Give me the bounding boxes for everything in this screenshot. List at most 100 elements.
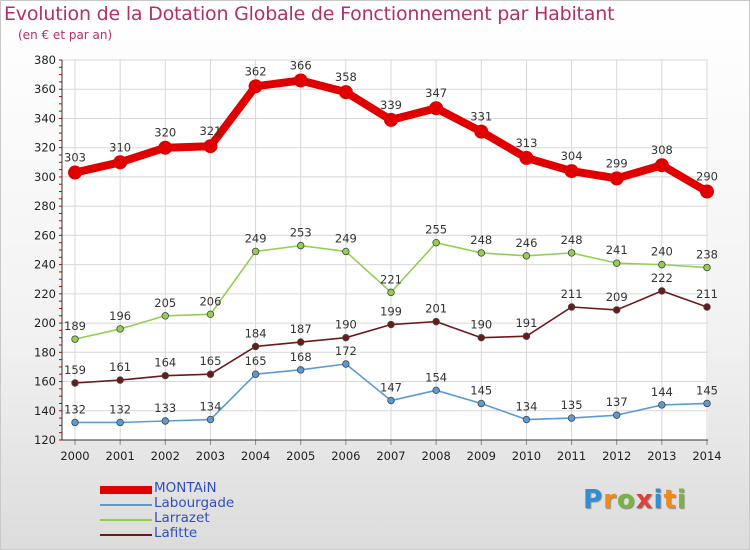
y-tick-label: 120 (34, 433, 56, 447)
data-point-lafitte (567, 303, 576, 311)
data-point-montain (654, 158, 669, 173)
data-point-lafitte (613, 306, 621, 314)
data-label-lafitte: 209 (606, 290, 628, 304)
data-point-larrazet (658, 260, 666, 269)
chart-title: Evolution de la Dotation Globale de Fonc… (4, 3, 615, 25)
x-tick-label: 2010 (512, 449, 541, 463)
data-label-lafitte: 164 (154, 356, 176, 370)
data-label-labourgade: 145 (696, 383, 718, 397)
y-tick-label: 160 (34, 375, 56, 389)
data-label-lafitte: 222 (651, 271, 673, 285)
data-point-montain (564, 164, 579, 179)
data-point-labourgade (297, 366, 305, 374)
x-tick-label: 2005 (286, 449, 315, 463)
data-label-lafitte: 187 (290, 322, 312, 336)
data-point-larrazet (703, 263, 711, 272)
data-point-larrazet (71, 335, 79, 343)
y-tick-label: 340 (34, 111, 56, 125)
logo-letter: o (616, 485, 636, 515)
data-label-montain: 366 (290, 58, 312, 72)
data-point-labourgade (567, 414, 576, 422)
data-label-lafitte: 211 (561, 287, 583, 301)
data-label-labourgade: 137 (606, 395, 628, 409)
legend-swatch (100, 486, 152, 494)
data-label-larrazet: 196 (109, 309, 131, 323)
data-label-labourgade: 145 (470, 383, 492, 397)
legend-label: Labourgade (154, 495, 235, 511)
data-label-labourgade: 134 (199, 400, 221, 414)
y-tick-label: 380 (34, 53, 56, 67)
data-label-lafitte: 165 (199, 354, 221, 368)
data-label-labourgade: 154 (425, 370, 447, 384)
data-label-larrazet: 206 (199, 294, 221, 308)
data-point-labourgade (387, 396, 395, 405)
data-point-labourgade (161, 417, 169, 425)
y-tick-label: 300 (34, 170, 56, 184)
data-label-lafitte: 191 (515, 316, 537, 330)
data-label-montain: 320 (154, 126, 176, 140)
x-tick-label: 2009 (467, 449, 496, 463)
x-tick-label: 2011 (557, 449, 586, 463)
x-tick-label: 2004 (241, 449, 270, 463)
data-point-montain (158, 140, 173, 155)
data-point-larrazet (206, 310, 215, 319)
y-tick-label: 220 (34, 287, 56, 301)
data-label-larrazet: 253 (290, 226, 312, 240)
data-point-montain (203, 139, 218, 154)
legend-item: Larrazet (100, 510, 300, 529)
logo-letter: x (635, 485, 654, 515)
data-point-labourgade (71, 418, 79, 427)
x-tick-label: 2007 (376, 449, 405, 463)
data-label-lafitte: 161 (109, 360, 131, 374)
data-label-labourgade: 172 (335, 344, 357, 358)
data-label-larrazet: 255 (425, 223, 447, 237)
data-label-montain: 358 (335, 70, 357, 84)
data-label-lafitte: 184 (245, 326, 267, 340)
data-label-labourgade: 168 (290, 350, 312, 364)
data-point-lafitte (387, 320, 395, 329)
data-label-montain: 290 (696, 170, 718, 184)
data-label-labourgade: 135 (561, 398, 583, 412)
data-point-larrazet (342, 247, 350, 256)
data-label-montain: 313 (515, 136, 537, 150)
data-point-lafitte (251, 342, 260, 351)
chart-subtitle: (en € et par an) (18, 28, 113, 42)
data-label-larrazet: 249 (245, 231, 267, 245)
data-label-montain: 310 (109, 140, 131, 154)
data-label-montain: 321 (199, 124, 221, 138)
chart-legend: MONTAiN Labourgade Larrazet Lafitte (100, 480, 300, 544)
logo-letter: P (583, 485, 604, 515)
data-point-labourgade (432, 386, 440, 395)
data-label-lafitte: 190 (335, 318, 357, 332)
data-point-montain (248, 79, 263, 94)
data-point-larrazet (387, 288, 395, 297)
y-tick-label: 240 (34, 258, 56, 272)
data-label-labourgade: 132 (64, 402, 86, 416)
data-point-montain (519, 150, 534, 165)
data-label-labourgade: 165 (245, 354, 267, 368)
data-point-larrazet (567, 249, 576, 257)
y-tick-label: 180 (34, 345, 56, 359)
data-point-labourgade (477, 399, 485, 408)
data-label-montain: 303 (64, 151, 86, 165)
data-point-labourgade (206, 415, 215, 424)
data-point-montain (609, 171, 624, 186)
y-tick-label: 200 (34, 316, 56, 330)
data-label-lafitte: 159 (64, 363, 86, 377)
data-label-larrazet: 205 (154, 296, 176, 310)
data-point-lafitte (477, 333, 485, 342)
legend-item: MONTAiN (100, 480, 300, 499)
y-tick-label: 360 (34, 82, 56, 96)
data-point-labourgade (613, 411, 621, 419)
data-point-lafitte (432, 317, 440, 326)
legend-swatch (100, 519, 152, 521)
y-tick-label: 140 (34, 404, 56, 418)
data-label-lafitte: 201 (425, 302, 447, 316)
data-label-montain: 362 (245, 64, 267, 78)
data-point-larrazet (522, 252, 531, 260)
data-point-larrazet (297, 241, 305, 250)
data-label-montain: 347 (425, 86, 447, 100)
data-label-labourgade: 133 (154, 401, 176, 415)
legend-swatch (100, 504, 152, 506)
data-label-lafitte: 211 (696, 287, 718, 301)
